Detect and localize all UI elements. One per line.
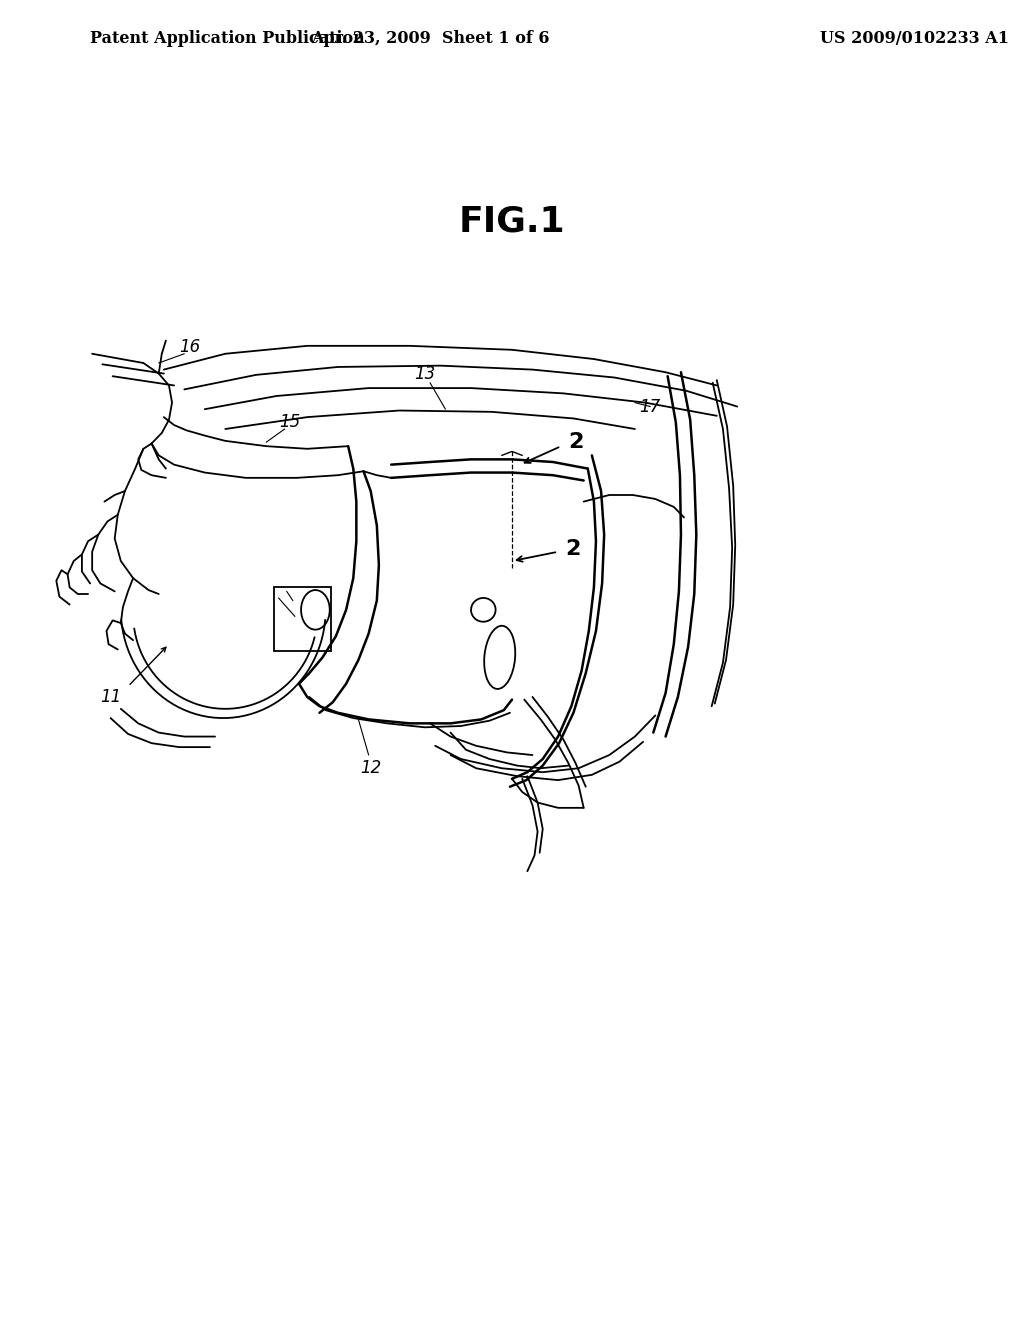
- Text: Apr. 23, 2009  Sheet 1 of 6: Apr. 23, 2009 Sheet 1 of 6: [310, 30, 549, 48]
- Text: 13: 13: [415, 364, 435, 383]
- Text: 2: 2: [568, 432, 584, 453]
- Text: US 2009/0102233 A1: US 2009/0102233 A1: [820, 30, 1009, 48]
- Text: 15: 15: [280, 413, 300, 432]
- Text: 12: 12: [360, 759, 381, 777]
- Text: Patent Application Publication: Patent Application Publication: [90, 30, 365, 48]
- Text: 17: 17: [640, 397, 660, 416]
- Text: 2: 2: [565, 539, 581, 560]
- Text: FIG.1: FIG.1: [459, 205, 565, 239]
- Text: 16: 16: [179, 338, 200, 356]
- Text: 11: 11: [100, 688, 121, 706]
